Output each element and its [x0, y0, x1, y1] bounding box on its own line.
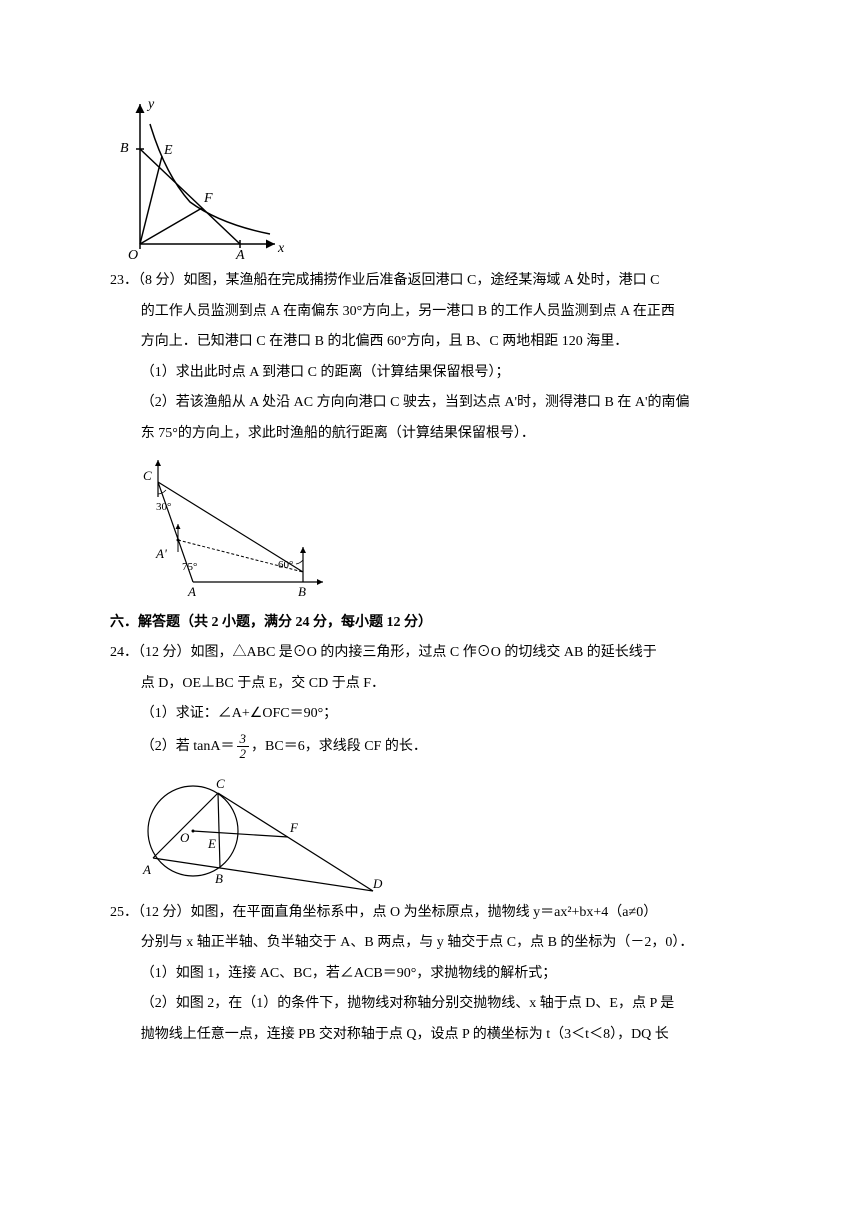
svg-text:F: F: [203, 191, 213, 206]
coord-axes-svg: y x B E F A O: [110, 94, 290, 264]
problem-25-line1: 25．（12 分）如图，在平面直角坐标系中，点 O 为坐标原点，抛物线 y＝ax…: [110, 900, 750, 927]
svg-text:A: A: [235, 248, 245, 263]
p24-s2b-text: ，BC＝6，求线段 CF 的长．: [251, 739, 427, 754]
svg-text:A: A: [187, 584, 196, 599]
svg-text:D: D: [372, 876, 383, 891]
circle-triangle-svg: C F O E A B D: [138, 766, 388, 896]
svg-text:75°: 75°: [182, 561, 197, 573]
problem-24-line1: 24．（12 分）如图，△ABC 是⊙O 的内接三角形，过点 C 作⊙O 的切线…: [110, 640, 750, 667]
fraction-3-2: 32: [237, 732, 250, 762]
svg-text:30°: 30°: [156, 501, 171, 513]
figure-navigation: C 30° A' 75° A 60° B: [138, 452, 750, 602]
problem-25-sub2a: （2）如图 2，在（1）的条件下，抛物线对称轴分别交抛物线、x 轴于点 D、E，…: [110, 991, 750, 1018]
svg-text:B: B: [120, 141, 129, 156]
problem-23-line1: 23．（8 分）如图，某渔船在完成捕捞作业后准备返回港口 C，途经某海域 A 处…: [110, 268, 750, 295]
svg-text:C: C: [216, 776, 225, 791]
problem-24-sub2: （2）若 tanA＝32，BC＝6，求线段 CF 的长．: [110, 732, 750, 762]
svg-text:60°: 60°: [278, 559, 293, 571]
figure-coordinate-axes: y x B E F A O: [110, 94, 750, 264]
figure-circle-triangle: C F O E A B D: [138, 766, 750, 896]
svg-text:y: y: [146, 97, 155, 112]
problem-25-sub1: （1）如图 1，连接 AC、BC，若∠ACB＝90°，求抛物线的解析式；: [110, 961, 750, 988]
navigation-svg: C 30° A' 75° A 60° B: [138, 452, 338, 602]
problem-25-sub2b: 抛物线上任意一点，连接 PB 交对称轴于点 Q，设点 P 的横坐标为 t（3＜t…: [110, 1022, 750, 1049]
problem-25-line2: 分别与 x 轴正半轴、负半轴交于 A、B 两点，与 y 轴交于点 C，点 B 的…: [110, 930, 750, 957]
problem-23-sub1: （1）求出此时点 A 到港口 C 的距离（计算结果保留根号）；: [110, 360, 750, 387]
svg-text:A': A': [155, 546, 167, 561]
svg-text:F: F: [289, 820, 299, 835]
svg-text:A: A: [142, 862, 151, 877]
svg-text:E: E: [163, 143, 173, 158]
svg-text:E: E: [207, 836, 216, 851]
svg-text:x: x: [277, 241, 285, 256]
problem-23-sub2a: （2）若该渔船从 A 处沿 AC 方向向港口 C 驶去，当到达点 A'时，测得港…: [110, 390, 750, 417]
svg-text:B: B: [215, 871, 223, 886]
problem-23-sub2b: 东 75°的方向上，求此时渔船的航行距离（计算结果保留根号）．: [110, 421, 750, 448]
problem-23-line2: 的工作人员监测到点 A 在南偏东 30°方向上，另一港口 B 的工作人员监测到点…: [110, 299, 750, 326]
p24-s2a-text: （2）若 tanA＝: [141, 739, 235, 754]
problem-23-line3: 方向上．已知港口 C 在港口 B 的北偏西 60°方向，且 B、C 两地相距 1…: [110, 329, 750, 356]
svg-text:B: B: [298, 584, 306, 599]
section-6-header: 六．解答题（共 2 小题，满分 24 分，每小题 12 分）: [110, 610, 750, 637]
problem-24-line2: 点 D，OE⊥BC 于点 E，交 CD 于点 F．: [110, 671, 750, 698]
svg-text:C: C: [143, 468, 152, 483]
svg-text:O: O: [128, 248, 138, 263]
svg-text:O: O: [180, 830, 190, 845]
problem-24-sub1: （1）求证：∠A+∠OFC＝90°；: [110, 701, 750, 728]
